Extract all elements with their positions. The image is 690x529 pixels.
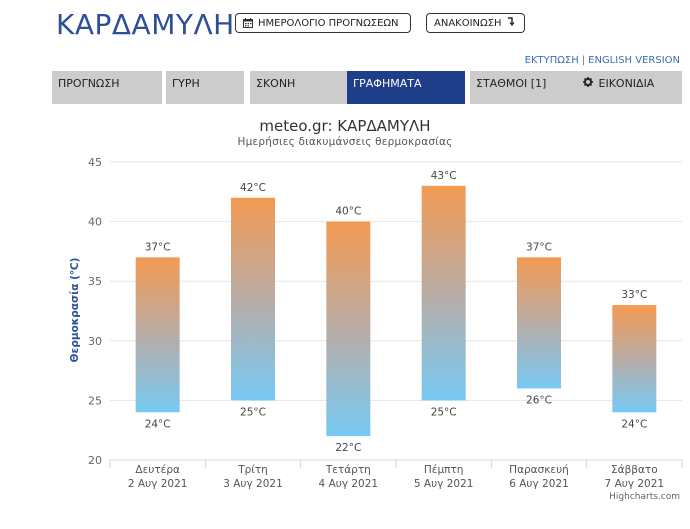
temperature-bar [326, 221, 371, 437]
temperature-bar [421, 185, 466, 401]
x-tick-day: Παρασκευή [509, 464, 569, 476]
forecast-calendar-label: ΗΜΕΡΟΛΟΓΙΟ ΠΡΟΓΝΩΣΕΩΝ [258, 17, 399, 29]
x-tick-date: 6 Αυγ 2021 [509, 478, 569, 490]
tab-label: ΣΚΟΝΗ [256, 77, 296, 90]
y-tick-label: 20 [88, 454, 102, 467]
x-tick-date: 3 Αυγ 2021 [223, 478, 283, 490]
low-temp-label: 24°C [621, 418, 647, 430]
tab-charts[interactable]: ΓΡΑΦΗΜΑΤΑ [347, 71, 465, 104]
low-temp-label: 25°C [240, 406, 266, 418]
tab-widgets[interactable]: ΕΙΚΟΝΙΔΙΑ [577, 71, 682, 104]
tab-forecast[interactable]: ΠΡΟΓΝΩΣΗ [52, 71, 162, 104]
high-temp-label: 33°C [621, 289, 647, 301]
tab-bar: ΠΡΟΓΝΩΣΗ ΓΥΡΗ ΣΚΟΝΗ ΓΡΑΦΗΜΑΤΑ ΣΤΑΘΜΟΙ [1… [52, 71, 682, 104]
tab-label: ΓΥΡΗ [172, 77, 200, 90]
x-tick-day: Πέμπτη [424, 464, 464, 476]
chart-title: meteo.gr: ΚΑΡΔΑΜΥΛΗ [259, 117, 431, 135]
print-link[interactable]: ΕΚΤΥΠΩΣΗ [524, 55, 579, 66]
temperature-bar [231, 197, 275, 401]
x-tick-day: Σάββατο [611, 464, 658, 476]
english-version-link[interactable]: ENGLISH VERSION [588, 55, 680, 66]
high-temp-label: 37°C [145, 241, 171, 253]
x-tick-day: Δευτέρα [135, 464, 180, 476]
calendar-icon [243, 18, 253, 28]
high-temp-label: 40°C [335, 206, 361, 218]
high-temp-label: 42°C [240, 182, 266, 194]
tab-label: ΣΤΑΘΜΟΙ [1] [476, 77, 547, 90]
x-tick-date: 7 Αυγ 2021 [605, 478, 665, 490]
link-separator: | [581, 55, 586, 66]
y-tick-label: 45 [88, 156, 102, 169]
corner-arrow-icon [507, 17, 515, 29]
high-temp-label: 43°C [431, 170, 457, 182]
x-tick-date: 5 Αυγ 2021 [414, 478, 474, 490]
x-tick-date: 2 Αυγ 2021 [128, 478, 188, 490]
high-temp-label: 37°C [526, 241, 552, 253]
y-axis-label: Θερμοκρασία (℃) [69, 258, 81, 363]
top-links: ΕΚΤΥΠΩΣΗ | ENGLISH VERSION [525, 55, 680, 66]
temperature-bar [517, 257, 561, 389]
x-tick-date: 4 Αυγ 2021 [319, 478, 379, 490]
tab-label: ΓΡΑΦΗΜΑΤΑ [353, 77, 422, 90]
temperature-bar [612, 305, 657, 413]
tab-stations[interactable]: ΣΤΑΘΜΟΙ [1] [470, 71, 578, 104]
tab-pollen[interactable]: ΓΥΡΗ [166, 71, 244, 104]
tab-label: ΠΡΟΓΝΩΣΗ [58, 77, 120, 90]
announcement-button[interactable]: ΑΝΑΚΟΙΝΩΣΗ [426, 13, 525, 33]
y-tick-label: 35 [88, 275, 102, 288]
low-temp-label: 22°C [335, 442, 361, 454]
tab-label: ΕΙΚΟΝΙΔΙΑ [598, 77, 655, 90]
y-tick-label: 25 [88, 394, 102, 407]
forecast-calendar-button[interactable]: ΗΜΕΡΟΛΟΓΙΟ ΠΡΟΓΝΩΣΕΩΝ [235, 13, 411, 33]
temperature-bar [135, 257, 180, 413]
x-tick-day: Τρίτη [237, 464, 268, 476]
low-temp-label: 25°C [431, 406, 457, 418]
gear-icon [583, 77, 593, 90]
chart-subtitle: Ημερήσιες διακυμάνσεις θερμοκρασίας [237, 136, 453, 148]
announcement-label: ΑΝΑΚΟΙΝΩΣΗ [434, 17, 502, 29]
city-title: ΚΑΡΔΑΜΥΛΗ [56, 8, 235, 41]
y-tick-label: 30 [88, 335, 102, 348]
low-temp-label: 26°C [526, 394, 552, 406]
highcharts-credits[interactable]: Highcharts.com [609, 492, 680, 502]
low-temp-label: 24°C [145, 418, 171, 430]
x-tick-day: Τετάρτη [325, 464, 371, 476]
y-tick-label: 40 [88, 216, 102, 229]
